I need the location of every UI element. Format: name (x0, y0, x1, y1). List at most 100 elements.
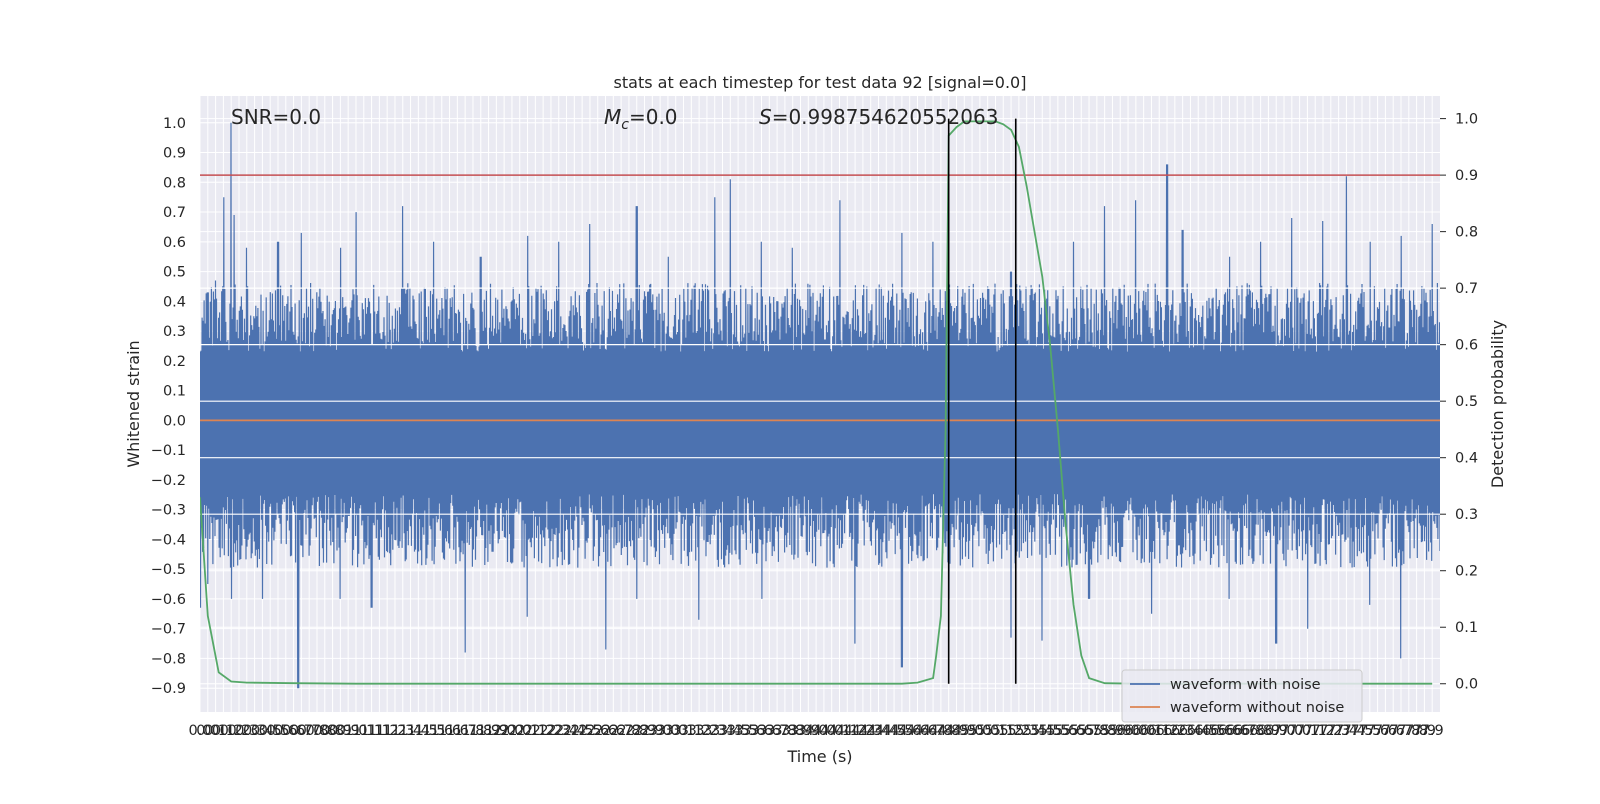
x-tick-label: 6.5 (1202, 723, 1225, 739)
legend: waveform with noise waveform without noi… (1121, 669, 1363, 723)
y-tick-label: −0.8 (151, 651, 186, 667)
x-tick-label: 4.5 (890, 723, 913, 739)
x-tick-label: 0.9 (329, 723, 352, 739)
x-tick-label: 5.4 (1031, 723, 1054, 739)
x-tick-label: 1.4 (407, 723, 430, 739)
y-tick-label: −0.5 (151, 562, 186, 578)
x-tick-label: 3.0 (649, 723, 672, 739)
x-tick-label: 7.5 (1350, 723, 1373, 739)
x-tick-label: 6.6 (1226, 723, 1249, 739)
x-tick-label: 2.6 (602, 723, 625, 739)
x-tick-label: 6.3 (1171, 723, 1194, 739)
x-tick-label: 5.6 (1054, 723, 1077, 739)
annotation-mc-value: =0.0 (629, 105, 678, 129)
x-tick-label: 6.1 (1140, 723, 1163, 739)
y-tick-label: −0.4 (151, 532, 186, 548)
legend-label-noise: waveform with noise (1170, 677, 1321, 693)
y2-tick-label: 0.1 (1455, 620, 1478, 636)
x-tick-label: 5.9 (1109, 723, 1132, 739)
y-tick-label: 0.0 (163, 413, 186, 429)
x-tick-label: 5.4 (1023, 723, 1046, 739)
x-tick-label: 4.1 (836, 723, 859, 739)
x-tick-label: 2.0 (508, 723, 531, 739)
x-tick-label: 0.3 (235, 723, 258, 739)
x-tick-label: 1.6 (446, 723, 469, 739)
x-tick-label: 4.5 (883, 723, 906, 739)
x-tick-label: 7.9 (1413, 723, 1436, 739)
y2-axis-label: Detection probability (1488, 320, 1507, 488)
x-tick-label: 3.5 (727, 723, 750, 739)
y2-tick-label: 0.2 (1455, 564, 1478, 580)
x-tick-label: 6.6 (1218, 723, 1241, 739)
x-tick-label: 4.2 (844, 723, 867, 739)
x-tick-label: 2.0 (493, 723, 516, 739)
x-tick-label: 0.3 (243, 723, 266, 739)
x-tick-label: 2.1 (524, 723, 547, 739)
x-tick-label: 5.7 (1078, 723, 1101, 739)
y-tick-label: 0.1 (163, 384, 186, 400)
x-tick-label: 2.6 (586, 723, 609, 739)
y-tick-label: 0.9 (163, 146, 186, 162)
x-tick-label: 2.0 (500, 723, 523, 739)
x-tick-label: 5.0 (961, 723, 984, 739)
x-tick-label: 7.3 (1327, 723, 1350, 739)
x-tick-label: 5.2 (1000, 723, 1023, 739)
x-tick-label: 5.5 (1039, 723, 1062, 739)
x-tick-label: 3.8 (773, 723, 796, 739)
x-tick-label: 3.9 (789, 723, 812, 739)
y-tick-label: −0.1 (151, 443, 186, 459)
y-tick-label: 0.3 (163, 324, 186, 340)
x-tick-label: 3.6 (742, 723, 765, 739)
x-tick-label: 4.9 (945, 723, 968, 739)
x-tick-label: 4.0 (820, 723, 843, 739)
x-tick-label: 2.2 (539, 723, 562, 739)
x-tick-label: 5.0 (976, 723, 999, 739)
x-tick-label: 6.4 (1187, 723, 1210, 739)
x-tick-label: 7.4 (1335, 723, 1358, 739)
x-tick-label: 4.1 (828, 723, 851, 739)
x-tick-label: 2.1 (516, 723, 539, 739)
x-tick-label: 0.8 (321, 723, 344, 739)
series-line-detection-probability (200, 120, 1433, 685)
x-tick-label: 5.8 (1093, 723, 1116, 739)
y-tick-labels: 1.0 0.9 0.8 0.7 0.6 0.5 0.4 0.3 0.2 0.1 0.0 −0.1 −0.… (151, 116, 186, 697)
x-tick-label: 0.0 (188, 723, 211, 739)
x-tick-label: 6.6 (1210, 723, 1233, 739)
x-tick-label: 3.2 (695, 723, 718, 739)
x-tick-label: 0.7 (298, 723, 321, 739)
x-tick-label: 0.5 (259, 723, 282, 739)
x-tick-label: 3.0 (656, 723, 679, 739)
x-tick-label: 5.1 (984, 723, 1007, 739)
x-tick-label: 7.0 (1288, 723, 1311, 739)
x-tick-label: 1.8 (461, 723, 484, 739)
x-tick-label: 4.0 (805, 723, 828, 739)
x-tick-label: 7.7 (1389, 723, 1412, 739)
annotation-mc-symbol: M (604, 105, 621, 129)
y-tick-label: 0.6 (163, 235, 186, 251)
x-tick-label: 3.9 (797, 723, 820, 739)
x-tick-label: 6.8 (1241, 723, 1264, 739)
legend-label-clean: waveform without noise (1170, 700, 1344, 716)
x-tick-label: 1.6 (430, 723, 453, 739)
x-tick-labels: 0.00.00.10.10.20.20.30.30.40.50.50.60.60… (188, 723, 1443, 739)
chart-title: stats at each timestep for test data 92 … (614, 73, 1027, 92)
y-tick-label: 0.4 (163, 294, 186, 310)
x-tick-label: 2.8 (625, 723, 648, 739)
annotation-mc: Mc=0.0 (604, 105, 678, 133)
x-tick-label: 4.7 (922, 723, 945, 739)
annotation-mc-sub: c (621, 117, 629, 133)
x-tick-label: 3.6 (750, 723, 773, 739)
x-tick-label: 2.5 (571, 723, 594, 739)
annotation-s: S=0.998754620552063 (759, 105, 998, 129)
x-tick-label: 4.9 (953, 723, 976, 739)
x-tick-label: 7.9 (1421, 723, 1444, 739)
x-tick-label: 0.2 (227, 723, 250, 739)
y2-tick-label: 0.0 (1455, 677, 1478, 693)
x-tick-label: 6.0 (1124, 723, 1147, 739)
x-tick-label: 1.8 (469, 723, 492, 739)
x-tick-label: 0.1 (212, 723, 235, 739)
annotation-s-symbol: S (759, 105, 772, 129)
x-tick-label: 1.1 (368, 723, 391, 739)
y-tick-label: −0.3 (151, 503, 186, 519)
x-tick-label: 4.6 (898, 723, 921, 739)
